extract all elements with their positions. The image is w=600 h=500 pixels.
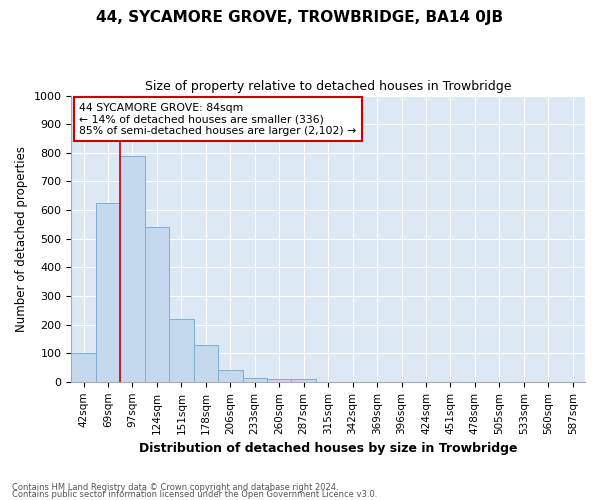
Bar <box>218 370 242 382</box>
Bar <box>120 156 145 382</box>
Y-axis label: Number of detached properties: Number of detached properties <box>15 146 28 332</box>
Text: Contains HM Land Registry data © Crown copyright and database right 2024.: Contains HM Land Registry data © Crown c… <box>12 484 338 492</box>
Text: 44, SYCAMORE GROVE, TROWBRIDGE, BA14 0JB: 44, SYCAMORE GROVE, TROWBRIDGE, BA14 0JB <box>97 10 503 25</box>
X-axis label: Distribution of detached houses by size in Trowbridge: Distribution of detached houses by size … <box>139 442 517 455</box>
Bar <box>267 379 292 382</box>
Bar <box>194 344 218 382</box>
Bar <box>71 353 96 382</box>
Bar <box>169 319 194 382</box>
Text: Contains public sector information licensed under the Open Government Licence v3: Contains public sector information licen… <box>12 490 377 499</box>
Bar <box>292 379 316 382</box>
Bar <box>242 378 267 382</box>
Bar <box>96 203 120 382</box>
Bar <box>145 227 169 382</box>
Text: 44 SYCAMORE GROVE: 84sqm
← 14% of detached houses are smaller (336)
85% of semi-: 44 SYCAMORE GROVE: 84sqm ← 14% of detach… <box>79 102 356 136</box>
Title: Size of property relative to detached houses in Trowbridge: Size of property relative to detached ho… <box>145 80 511 93</box>
